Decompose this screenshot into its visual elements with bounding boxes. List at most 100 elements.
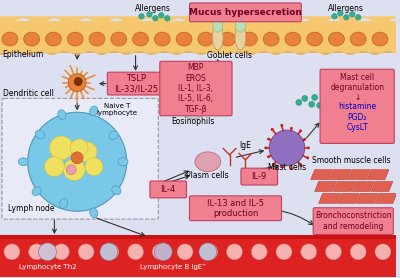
- Circle shape: [296, 100, 302, 105]
- Ellipse shape: [350, 32, 366, 46]
- Circle shape: [70, 139, 88, 157]
- Text: Naive T
lymphocyte: Naive T lymphocyte: [96, 103, 137, 116]
- Circle shape: [78, 244, 94, 260]
- Ellipse shape: [132, 32, 148, 46]
- Ellipse shape: [236, 18, 245, 32]
- Ellipse shape: [176, 32, 192, 46]
- Circle shape: [38, 243, 56, 261]
- Text: Smooth muscle cells: Smooth muscle cells: [312, 156, 390, 165]
- Text: Epithelium: Epithelium: [2, 50, 43, 59]
- Bar: [0, 235, 396, 239]
- Text: TSLP
IL-33/IL-25: TSLP IL-33/IL-25: [114, 74, 158, 93]
- Circle shape: [264, 147, 267, 149]
- Ellipse shape: [58, 110, 66, 120]
- Polygon shape: [311, 170, 332, 180]
- FancyBboxPatch shape: [313, 208, 393, 234]
- Ellipse shape: [307, 32, 322, 46]
- Circle shape: [350, 12, 355, 17]
- Circle shape: [269, 130, 305, 166]
- Circle shape: [375, 244, 391, 260]
- Circle shape: [181, 95, 205, 119]
- Circle shape: [154, 243, 172, 261]
- Polygon shape: [319, 193, 340, 203]
- Ellipse shape: [213, 18, 223, 32]
- Circle shape: [280, 124, 283, 127]
- Text: Lymphocyte Th2: Lymphocyte Th2: [19, 264, 76, 270]
- FancyBboxPatch shape: [241, 168, 278, 185]
- Circle shape: [50, 136, 73, 160]
- Circle shape: [199, 243, 217, 261]
- Circle shape: [276, 244, 292, 260]
- Ellipse shape: [18, 158, 28, 166]
- Polygon shape: [330, 170, 351, 180]
- Circle shape: [281, 165, 284, 168]
- FancyBboxPatch shape: [190, 196, 282, 221]
- Circle shape: [312, 95, 318, 100]
- Text: IL-4: IL-4: [160, 185, 176, 194]
- Ellipse shape: [328, 32, 344, 46]
- Circle shape: [317, 102, 322, 108]
- Bar: [0, 237, 396, 277]
- Circle shape: [303, 138, 306, 141]
- Circle shape: [152, 16, 158, 21]
- Text: Mast cell
degranulation
↓: Mast cell degranulation ↓: [330, 73, 384, 103]
- Circle shape: [158, 13, 164, 18]
- Circle shape: [71, 152, 83, 164]
- Circle shape: [29, 244, 44, 260]
- FancyBboxPatch shape: [2, 98, 158, 219]
- Polygon shape: [367, 170, 389, 180]
- Circle shape: [290, 127, 293, 130]
- Circle shape: [68, 74, 86, 91]
- Circle shape: [290, 167, 293, 170]
- Ellipse shape: [235, 24, 246, 50]
- Ellipse shape: [220, 32, 236, 46]
- Circle shape: [350, 244, 366, 260]
- Ellipse shape: [32, 187, 41, 195]
- FancyBboxPatch shape: [190, 3, 301, 22]
- Circle shape: [103, 244, 119, 260]
- Text: Goblet cells: Goblet cells: [207, 51, 252, 60]
- Circle shape: [307, 147, 310, 149]
- Text: Dendritic cell: Dendritic cell: [3, 90, 54, 98]
- Circle shape: [202, 244, 218, 260]
- Ellipse shape: [112, 186, 121, 195]
- Ellipse shape: [195, 152, 221, 172]
- Circle shape: [301, 244, 317, 260]
- Circle shape: [66, 165, 76, 175]
- Circle shape: [74, 77, 83, 86]
- Polygon shape: [315, 182, 336, 192]
- Circle shape: [177, 244, 193, 260]
- Ellipse shape: [35, 130, 44, 139]
- Ellipse shape: [67, 32, 83, 46]
- Polygon shape: [348, 170, 370, 180]
- Text: IL-13 and IL-5
production: IL-13 and IL-5 production: [207, 198, 264, 218]
- Ellipse shape: [212, 24, 223, 50]
- Circle shape: [226, 244, 242, 260]
- Circle shape: [152, 244, 168, 260]
- Text: histamine
PGD₂
CysLT: histamine PGD₂ CysLT: [338, 102, 376, 132]
- Ellipse shape: [154, 32, 170, 46]
- Polygon shape: [338, 193, 359, 203]
- Circle shape: [63, 159, 85, 180]
- Circle shape: [338, 11, 343, 16]
- Polygon shape: [352, 182, 374, 192]
- Ellipse shape: [2, 32, 18, 46]
- Text: Mucus hypersecretion: Mucus hypersecretion: [189, 8, 302, 17]
- Polygon shape: [334, 182, 355, 192]
- Ellipse shape: [46, 32, 61, 46]
- FancyBboxPatch shape: [320, 69, 394, 143]
- Ellipse shape: [60, 198, 68, 208]
- Ellipse shape: [285, 32, 301, 46]
- Text: Eosinophils: Eosinophils: [171, 117, 215, 126]
- Ellipse shape: [198, 32, 214, 46]
- Ellipse shape: [109, 131, 118, 140]
- Text: IL-9: IL-9: [252, 172, 267, 181]
- Polygon shape: [356, 193, 378, 203]
- Circle shape: [326, 244, 341, 260]
- Text: Mast cells: Mast cells: [268, 163, 306, 172]
- Circle shape: [251, 244, 267, 260]
- Bar: [0, 21, 396, 53]
- Ellipse shape: [118, 158, 128, 166]
- Circle shape: [309, 101, 315, 107]
- Circle shape: [147, 12, 152, 17]
